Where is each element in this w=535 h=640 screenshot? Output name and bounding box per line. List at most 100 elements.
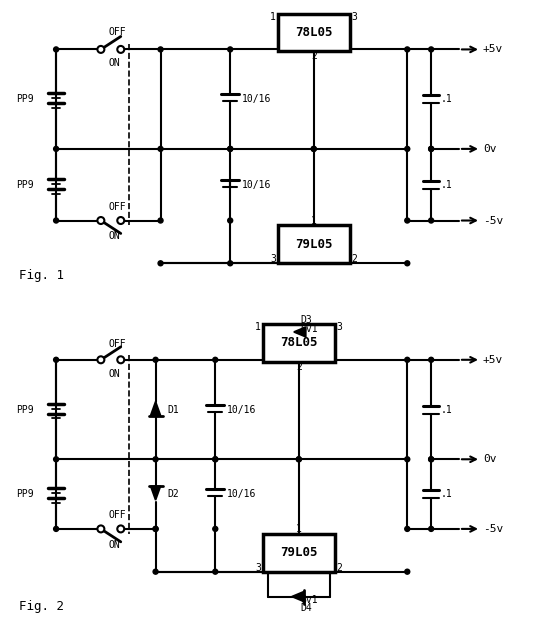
- Text: +5v: +5v: [483, 44, 503, 54]
- Polygon shape: [294, 327, 306, 337]
- Text: ON: ON: [109, 369, 120, 379]
- Circle shape: [311, 147, 316, 152]
- Text: .1: .1: [441, 180, 453, 189]
- Circle shape: [429, 457, 434, 462]
- Text: 78L05: 78L05: [295, 26, 333, 39]
- Text: 6v1: 6v1: [301, 595, 318, 605]
- Text: 1: 1: [270, 12, 276, 22]
- Circle shape: [429, 527, 434, 531]
- Circle shape: [405, 147, 410, 152]
- Text: ON: ON: [109, 540, 120, 550]
- Circle shape: [296, 457, 301, 462]
- Circle shape: [228, 147, 233, 152]
- Bar: [278, 225, 349, 263]
- Polygon shape: [292, 591, 304, 602]
- Circle shape: [405, 527, 410, 531]
- Text: 3: 3: [337, 322, 342, 332]
- Circle shape: [405, 218, 410, 223]
- Circle shape: [213, 527, 218, 531]
- Circle shape: [97, 46, 104, 53]
- Text: ON: ON: [109, 232, 120, 241]
- Circle shape: [97, 217, 104, 224]
- Circle shape: [158, 47, 163, 52]
- Circle shape: [405, 357, 410, 362]
- Circle shape: [429, 218, 434, 223]
- Circle shape: [97, 525, 104, 532]
- Circle shape: [429, 147, 434, 152]
- Text: PP9: PP9: [17, 404, 34, 415]
- Text: 3: 3: [255, 563, 261, 573]
- Text: 6v1: 6v1: [301, 324, 318, 334]
- Text: Fig. 1: Fig. 1: [19, 269, 64, 282]
- Text: .1: .1: [441, 489, 453, 499]
- Text: .1: .1: [441, 94, 453, 104]
- Circle shape: [153, 569, 158, 574]
- Polygon shape: [151, 486, 160, 500]
- Circle shape: [153, 527, 158, 531]
- Text: Fig. 2: Fig. 2: [19, 600, 64, 613]
- Circle shape: [311, 147, 316, 152]
- Text: PP9: PP9: [17, 180, 34, 189]
- Circle shape: [228, 47, 233, 52]
- Text: 10/16: 10/16: [227, 489, 257, 499]
- Text: OFF: OFF: [109, 202, 126, 212]
- Circle shape: [153, 457, 158, 462]
- Text: 2: 2: [311, 51, 317, 61]
- Text: 2: 2: [351, 254, 357, 264]
- Circle shape: [429, 147, 434, 152]
- Text: D1: D1: [167, 404, 179, 415]
- Text: 1: 1: [255, 322, 261, 332]
- Text: +5v: +5v: [483, 355, 503, 365]
- Text: 2: 2: [296, 362, 302, 372]
- Circle shape: [117, 356, 124, 364]
- Text: 78L05: 78L05: [280, 337, 318, 349]
- Text: PP9: PP9: [17, 489, 34, 499]
- Text: OFF: OFF: [109, 26, 126, 36]
- Circle shape: [213, 569, 218, 574]
- Text: ON: ON: [109, 58, 120, 68]
- Text: 1: 1: [296, 524, 302, 534]
- Circle shape: [213, 357, 218, 362]
- Text: 10/16: 10/16: [227, 404, 257, 415]
- Text: OFF: OFF: [109, 510, 126, 520]
- Text: 79L05: 79L05: [280, 547, 318, 559]
- Circle shape: [296, 457, 301, 462]
- Text: 2: 2: [337, 563, 342, 573]
- Text: -5v: -5v: [483, 216, 503, 225]
- Text: D4: D4: [301, 604, 312, 614]
- Circle shape: [158, 261, 163, 266]
- Polygon shape: [151, 401, 160, 415]
- Circle shape: [97, 356, 104, 364]
- Bar: [263, 324, 335, 362]
- Text: .1: .1: [441, 404, 453, 415]
- Text: 79L05: 79L05: [295, 238, 333, 251]
- Circle shape: [54, 357, 59, 362]
- Circle shape: [213, 457, 218, 462]
- Text: 10/16: 10/16: [242, 94, 271, 104]
- Circle shape: [429, 47, 434, 52]
- Circle shape: [213, 457, 218, 462]
- Circle shape: [54, 457, 59, 462]
- Bar: [278, 13, 349, 51]
- Text: 3: 3: [351, 12, 357, 22]
- Text: 0v: 0v: [483, 144, 496, 154]
- Circle shape: [429, 357, 434, 362]
- Circle shape: [228, 218, 233, 223]
- Circle shape: [54, 527, 59, 531]
- Text: OFF: OFF: [109, 339, 126, 349]
- Text: 10/16: 10/16: [242, 180, 271, 189]
- Circle shape: [117, 46, 124, 53]
- Circle shape: [405, 457, 410, 462]
- Text: 3: 3: [270, 254, 276, 264]
- Text: -5v: -5v: [483, 524, 503, 534]
- Text: PP9: PP9: [17, 94, 34, 104]
- Text: D3: D3: [301, 315, 312, 325]
- Circle shape: [405, 569, 410, 574]
- Circle shape: [228, 261, 233, 266]
- Circle shape: [153, 357, 158, 362]
- Circle shape: [158, 218, 163, 223]
- Circle shape: [153, 527, 158, 531]
- Circle shape: [117, 217, 124, 224]
- Text: D2: D2: [167, 489, 179, 499]
- Circle shape: [54, 218, 59, 223]
